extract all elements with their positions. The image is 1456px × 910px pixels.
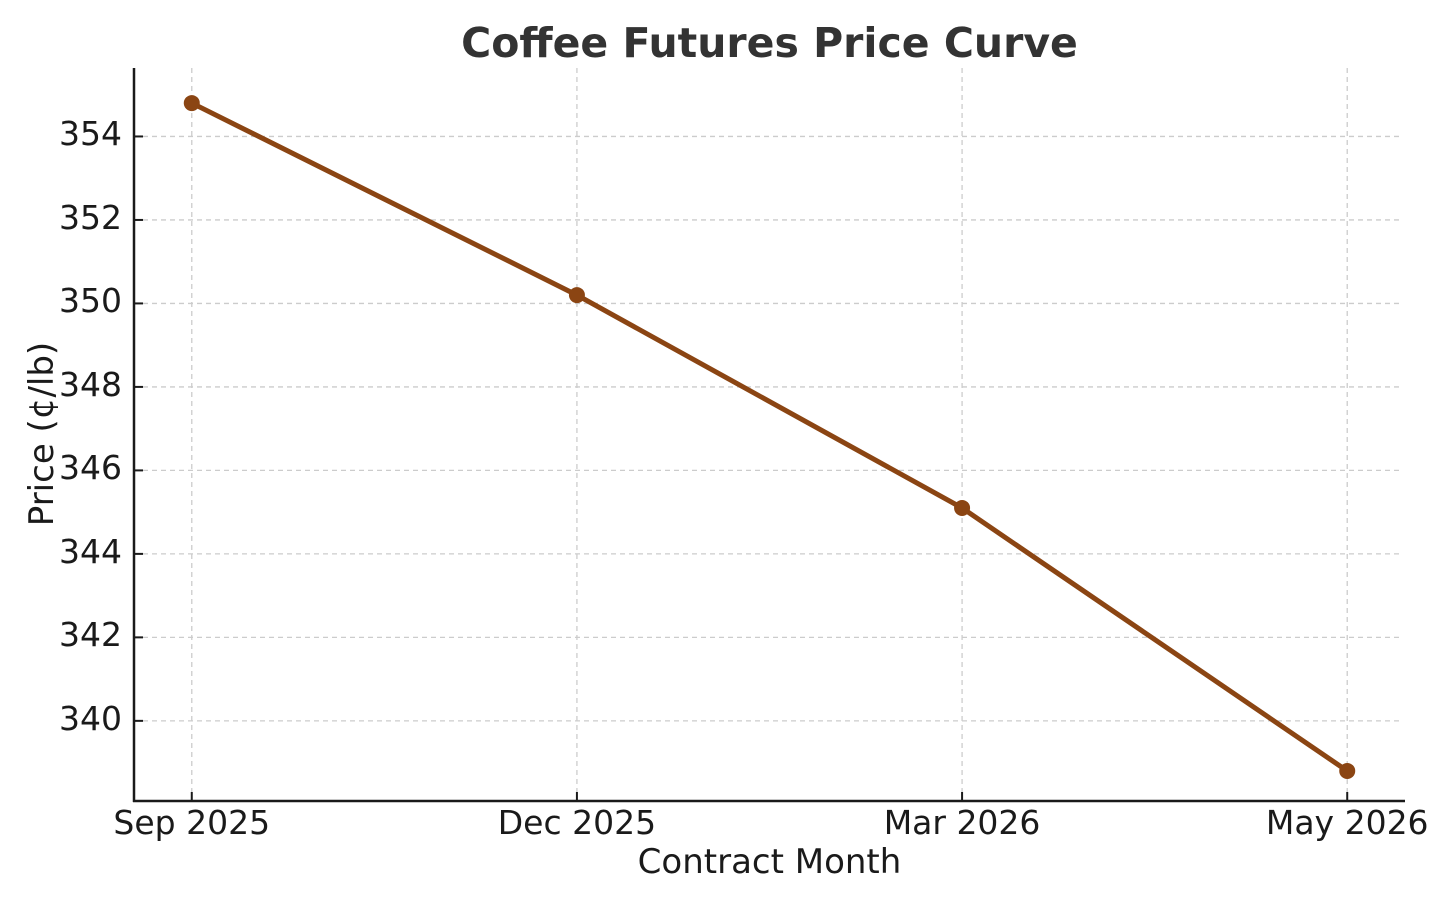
x-tick-label: Mar 2026 <box>883 803 1041 842</box>
data-point <box>954 499 971 516</box>
x-tick-label: Sep 2025 <box>113 803 271 842</box>
y-tick-label: 352 <box>59 197 122 237</box>
y-tick-label: 348 <box>59 364 122 404</box>
data-point <box>183 95 200 112</box>
y-tick-label: 340 <box>59 698 122 738</box>
data-point <box>1339 762 1356 779</box>
x-axis-label: Contract Month <box>637 842 902 882</box>
x-tick-label: May 2026 <box>1265 803 1429 842</box>
data-point <box>568 287 585 304</box>
price-line <box>189 100 1350 774</box>
y-tick-label: 350 <box>59 281 122 321</box>
x-tick-label: Dec 2025 <box>497 803 657 842</box>
y-tick-label: 354 <box>59 114 122 154</box>
y-tick-label: 346 <box>59 448 122 488</box>
y-tick-label: 344 <box>59 531 122 571</box>
y-tick-label: 342 <box>59 615 122 655</box>
chart-title: Coffee Futures Price Curve <box>461 19 1078 67</box>
